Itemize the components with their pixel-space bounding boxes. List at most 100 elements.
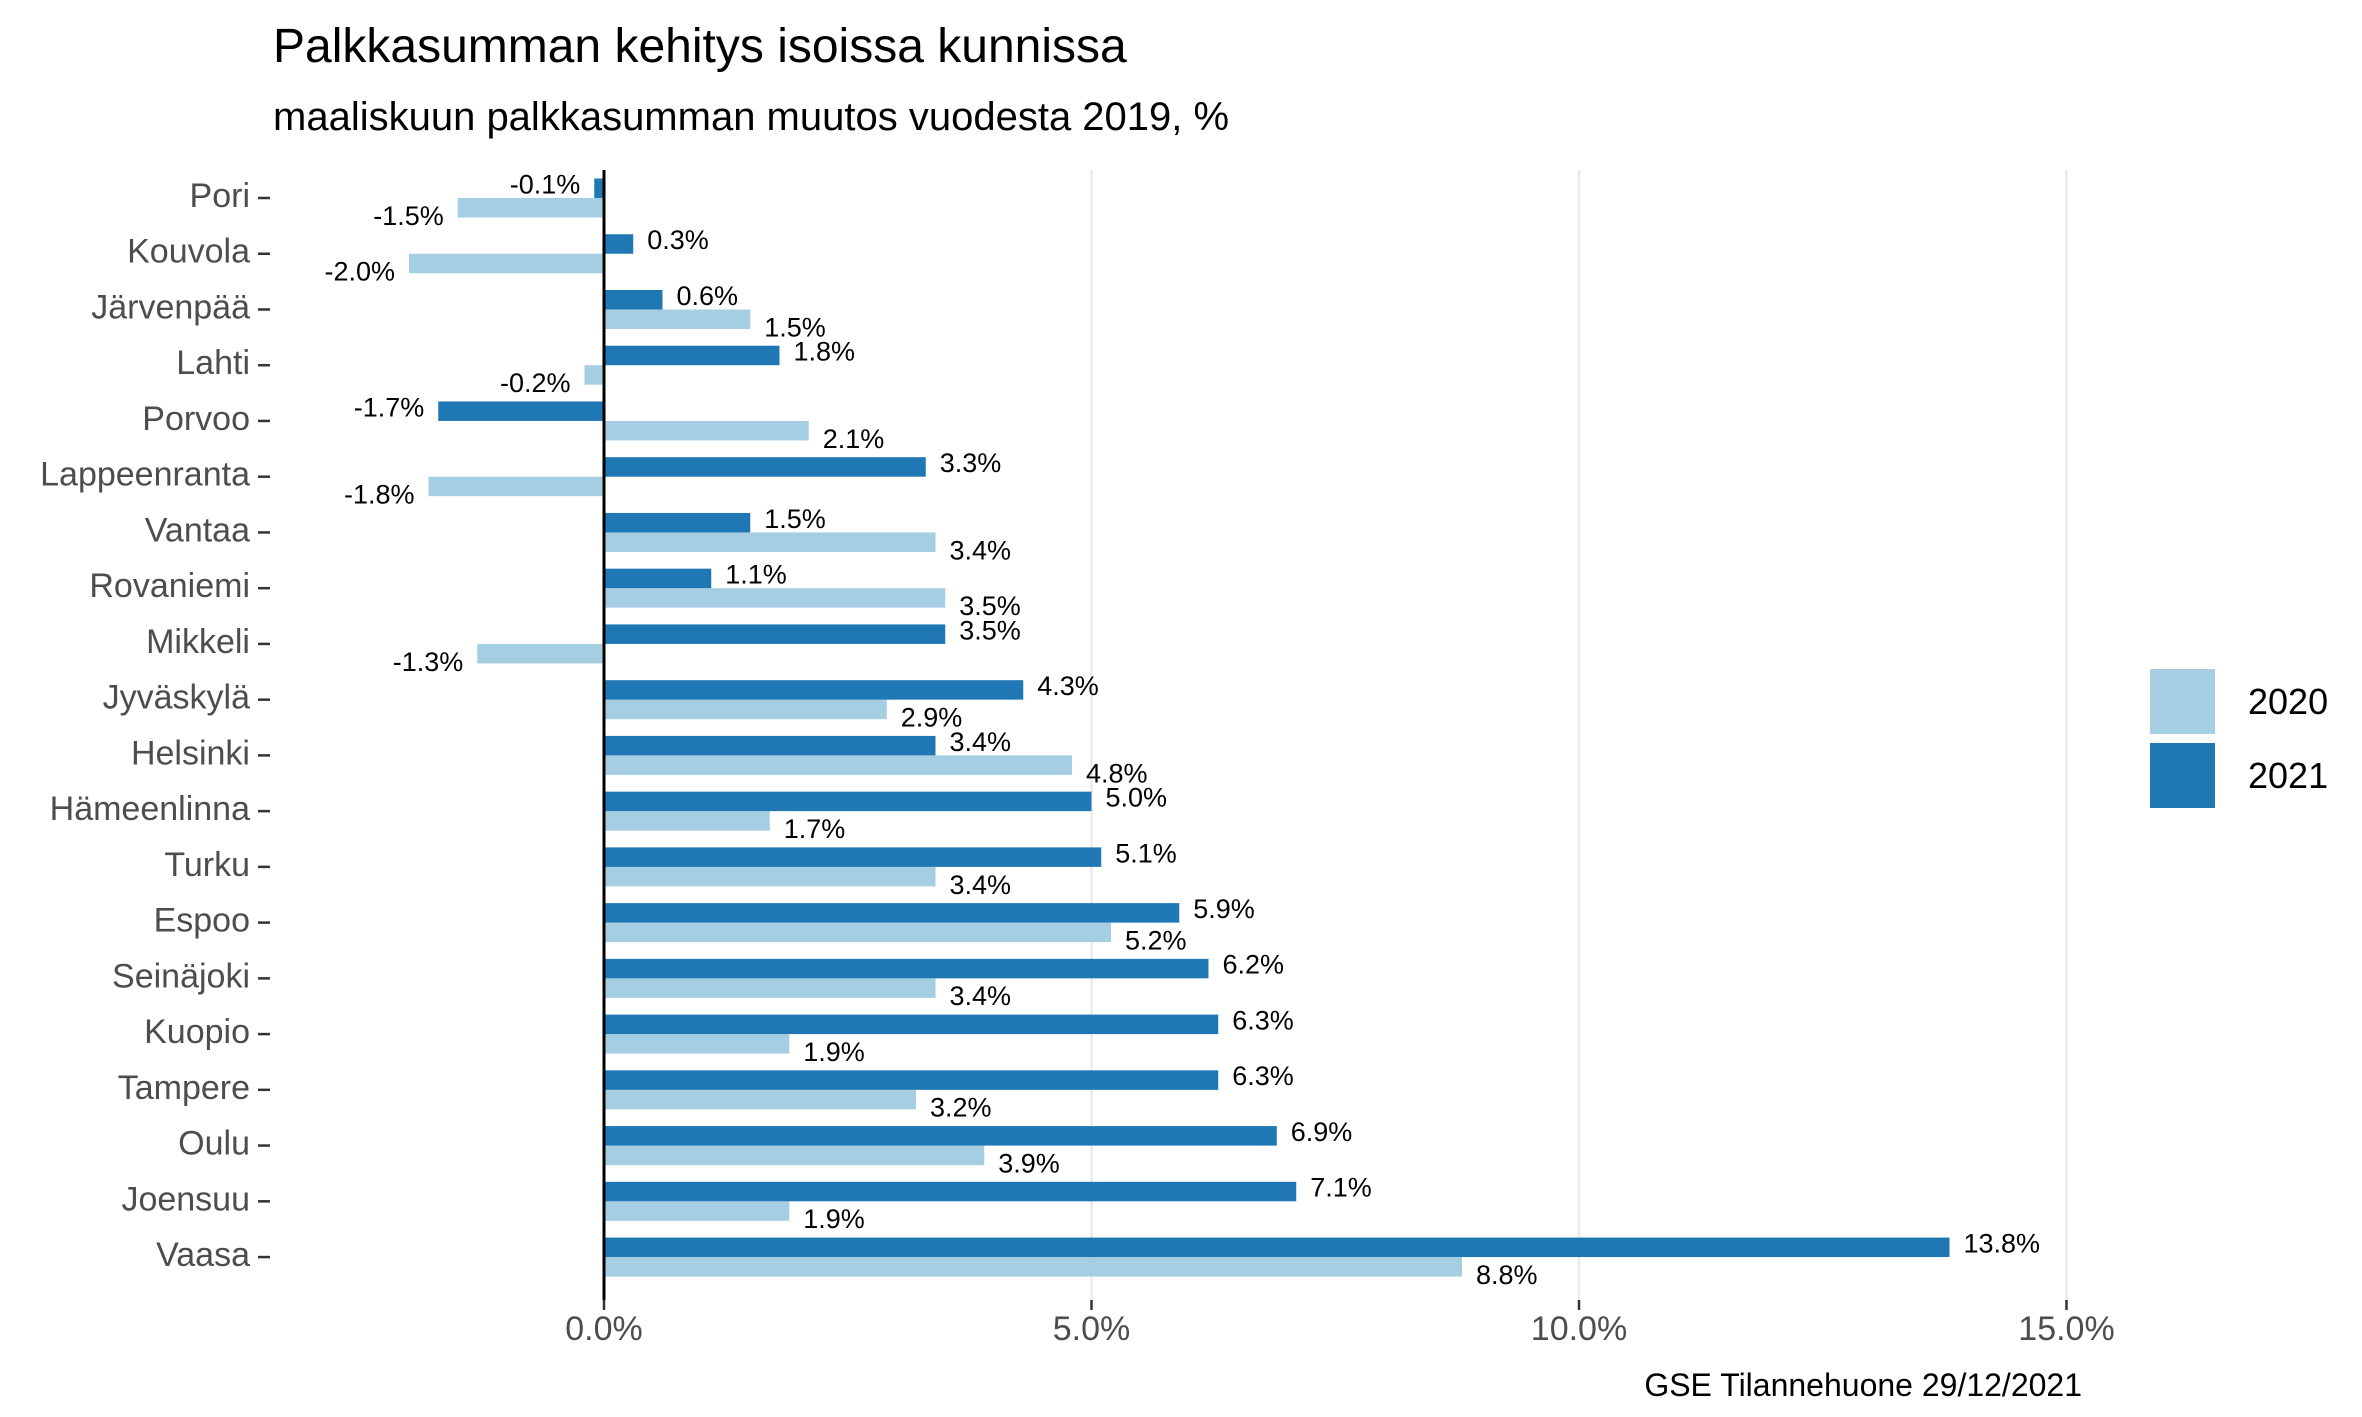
data-label-kuopio-2021: 6.3% — [1232, 1005, 1294, 1035]
ytick-label-turku: Turku — [164, 846, 250, 884]
data-label-pori-2020: -1.5% — [373, 201, 444, 231]
bar-seinajoki-2021 — [604, 958, 1209, 979]
bar-mikkeli-2021 — [604, 624, 946, 644]
bar-oulu-2020 — [604, 1145, 985, 1166]
legend-key-2021 — [2150, 743, 2215, 808]
bar-joensuu-2020 — [604, 1201, 790, 1221]
ytick-label-tampere: Tampere — [118, 1069, 250, 1107]
bar-lahti-2020 — [584, 365, 604, 385]
ytick-label-mikkeli: Mikkeli — [146, 623, 250, 661]
xtick-label-2: 10.0% — [1531, 1310, 1627, 1348]
ytick-label-helsinki: Helsinki — [131, 734, 250, 772]
data-label-tampere-2020: 3.2% — [930, 1093, 992, 1123]
data-label-mikkeli-2020: -1.3% — [393, 647, 464, 677]
data-label-kouvola-2020: -2.0% — [324, 257, 395, 287]
bar-kouvola-2021 — [604, 234, 634, 254]
bar-hameenlinna-2021 — [604, 791, 1092, 812]
bar-porvoo-2020 — [604, 420, 809, 441]
data-label-joensuu-2021: 7.1% — [1310, 1173, 1372, 1203]
data-label-jyvaskyla-2020: 2.9% — [901, 703, 963, 733]
data-label-kuopio-2020: 1.9% — [803, 1037, 865, 1067]
data-label-espoo-2020: 5.2% — [1125, 925, 1187, 955]
legend: 2020 2021 — [2150, 669, 2328, 808]
data-label-jarvenpaa-2020: 1.5% — [764, 312, 826, 342]
chart-title: Palkkasumman kehitys isoissa kunnissa — [273, 20, 1127, 73]
data-label-vantaa-2021: 1.5% — [764, 504, 826, 534]
bar-lahti-2021 — [604, 345, 780, 366]
bar-jyvaskyla-2021 — [604, 680, 1024, 700]
data-label-helsinki-2020: 4.8% — [1086, 758, 1148, 788]
bar-jarvenpaa-2021 — [604, 289, 663, 310]
bar-tampere-2021 — [604, 1070, 1219, 1090]
ytick-label-jarvenpaa: Järvenpää — [91, 288, 250, 326]
ytick-label-hameenlinna: Hämeenlinna — [50, 790, 250, 828]
y-axis: Pori Kouvola Järvenpää Lahti Porvoo Lappeenra… — [40, 177, 270, 1274]
data-label-rovaniemi-2020: 3.5% — [959, 591, 1021, 621]
bar-helsinki-2021 — [604, 735, 936, 756]
data-label-turku-2020: 3.4% — [950, 870, 1012, 900]
data-label-lappeenranta-2021: 3.3% — [940, 448, 1002, 478]
chart-subtitle: maaliskuun palkkasumman muutos vuodesta … — [273, 95, 1229, 139]
bar-rovaniemi-2020 — [604, 588, 946, 608]
data-label-lahti-2020: -0.2% — [500, 368, 571, 398]
ytick-label-kouvola: Kouvola — [127, 233, 250, 271]
ytick-label-lappeenranta: Lappeenranta — [40, 456, 250, 494]
bar-joensuu-2021 — [604, 1181, 1297, 1202]
xtick-label-3: 15.0% — [2018, 1310, 2114, 1348]
ytick-label-kuopio: Kuopio — [144, 1013, 250, 1051]
data-label-hameenlinna-2021: 5.0% — [1106, 783, 1168, 813]
data-label-helsinki-2021: 3.4% — [950, 727, 1012, 757]
bar-helsinki-2020 — [604, 755, 1072, 775]
bar-kuopio-2021 — [604, 1014, 1219, 1035]
ytick-label-oulu: Oulu — [178, 1125, 250, 1163]
data-label-seinajoki-2020: 3.4% — [950, 981, 1012, 1011]
bar-vantaa-2021 — [604, 512, 751, 533]
data-label-hameenlinna-2020: 1.7% — [784, 814, 846, 844]
data-label-vaasa-2020: 8.8% — [1476, 1260, 1538, 1290]
data-label-oulu-2021: 6.9% — [1291, 1117, 1353, 1147]
ytick-label-jyvaskyla: Jyväskylä — [103, 679, 250, 717]
legend-label-2020: 2020 — [2248, 681, 2328, 722]
bar-turku-2020 — [604, 866, 936, 887]
data-label-espoo-2021: 5.9% — [1193, 894, 1255, 924]
data-label-lahti-2021: 1.8% — [794, 337, 856, 367]
data-label-pori-2021: -0.1% — [510, 169, 581, 199]
bar-espoo-2021 — [604, 903, 1180, 923]
data-label-mikkeli-2021: 3.5% — [959, 615, 1021, 645]
ytick-label-pori: Pori — [190, 177, 250, 215]
bar-tampere-2020 — [604, 1089, 916, 1110]
data-label-turku-2021: 5.1% — [1115, 838, 1177, 868]
data-label-vantaa-2020: 3.4% — [950, 535, 1012, 565]
data-label-jarvenpaa-2021: 0.6% — [677, 281, 739, 311]
bar-kouvola-2020 — [409, 253, 604, 274]
bar-kuopio-2020 — [604, 1034, 790, 1054]
x-axis: 0.0% 5.0% 10.0% 15.0% — [565, 1300, 2115, 1348]
bar-pori-2020 — [457, 198, 604, 218]
bar-rovaniemi-2021 — [604, 568, 712, 589]
bar-espoo-2020 — [604, 922, 1111, 943]
ytick-label-lahti: Lahti — [176, 344, 250, 382]
ytick-label-rovaniemi: Rovaniemi — [89, 567, 250, 605]
xtick-label-1: 5.0% — [1053, 1310, 1131, 1348]
bar-pori-2021 — [594, 178, 604, 198]
ytick-label-joensuu: Joensuu — [121, 1180, 250, 1218]
ytick-label-vantaa: Vantaa — [145, 511, 250, 549]
data-label-porvoo-2021: -1.7% — [354, 392, 425, 422]
ytick-label-espoo: Espoo — [154, 902, 250, 940]
bar-jarvenpaa-2020 — [604, 309, 751, 329]
ytick-label-seinajoki: Seinäjoki — [112, 957, 250, 995]
bar-vantaa-2020 — [604, 532, 936, 552]
xtick-label-0: 0.0% — [565, 1310, 643, 1348]
bar-lappeenranta-2021 — [604, 457, 926, 477]
ytick-label-vaasa: Vaasa — [156, 1236, 250, 1274]
legend-label-2021: 2021 — [2248, 755, 2328, 796]
legend-key-2020 — [2150, 669, 2215, 734]
bar-hameenlinna-2020 — [604, 811, 770, 831]
data-label-rovaniemi-2021: 1.1% — [725, 560, 787, 590]
bar-mikkeli-2020 — [477, 643, 604, 664]
ytick-label-porvoo: Porvoo — [142, 400, 250, 438]
bar-lappeenranta-2020 — [428, 476, 604, 497]
bar-porvoo-2021 — [438, 401, 604, 421]
chart-caption: GSE Tilannehuone 29/12/2021 — [1644, 1367, 2082, 1403]
